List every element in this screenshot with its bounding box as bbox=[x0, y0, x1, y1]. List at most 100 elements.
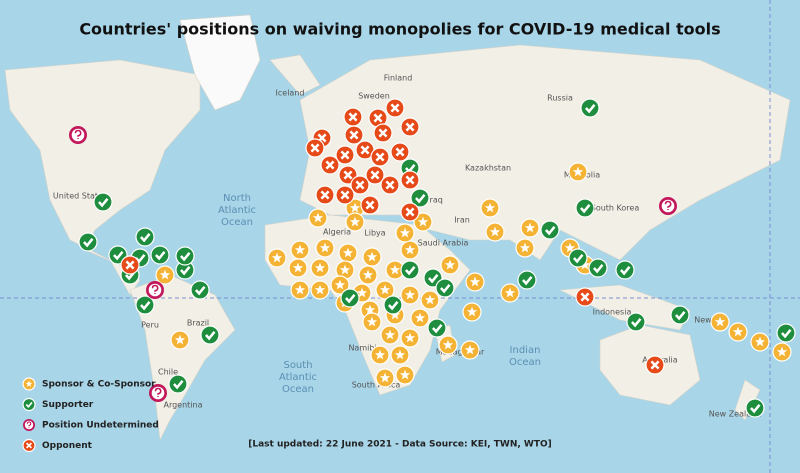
icon-check bbox=[631, 318, 642, 328]
marker-opponent bbox=[390, 142, 410, 162]
icon-star bbox=[349, 216, 361, 227]
marker-circle bbox=[580, 98, 600, 118]
icon-x bbox=[378, 128, 388, 138]
icon-star bbox=[319, 242, 331, 253]
icon-star bbox=[374, 349, 386, 360]
marker-undetermined bbox=[68, 125, 87, 144]
icon-star bbox=[754, 336, 766, 347]
marker-supporter bbox=[580, 98, 600, 118]
marker-sponsor bbox=[380, 325, 400, 345]
icon-check bbox=[205, 331, 216, 341]
marker-supporter bbox=[410, 188, 430, 208]
icon-check bbox=[140, 301, 151, 311]
icon-question bbox=[151, 284, 159, 295]
icon-check bbox=[675, 311, 686, 321]
ocean-label: South bbox=[283, 360, 312, 371]
marker-sponsor bbox=[710, 312, 730, 332]
icon-check bbox=[98, 198, 109, 208]
marker-circle bbox=[340, 288, 360, 308]
marker-sponsor bbox=[395, 223, 415, 243]
icon-star bbox=[417, 216, 429, 227]
icon-check bbox=[545, 226, 556, 236]
icon-star bbox=[489, 226, 501, 237]
icon-x bbox=[355, 180, 365, 190]
icon-x bbox=[405, 207, 415, 217]
icon-x bbox=[348, 112, 358, 122]
marker-supporter bbox=[383, 295, 403, 315]
marker-supporter bbox=[745, 398, 765, 418]
marker-opponent bbox=[373, 123, 393, 143]
icon-x bbox=[26, 442, 32, 449]
marker-supporter bbox=[93, 192, 113, 212]
place-label: New Zealand bbox=[709, 410, 762, 419]
marker-supporter bbox=[575, 198, 595, 218]
marker-supporter bbox=[776, 323, 796, 343]
marker-sponsor bbox=[440, 255, 460, 275]
icon-star bbox=[25, 380, 33, 387]
legend-label: Position Undetermined bbox=[42, 421, 159, 431]
icon-check bbox=[140, 233, 151, 243]
icon-x bbox=[310, 143, 320, 153]
icon-check bbox=[345, 294, 356, 304]
marker-opponent bbox=[335, 185, 355, 205]
marker-circle bbox=[427, 318, 447, 338]
marker-circle bbox=[435, 278, 455, 298]
marker-opponent bbox=[380, 175, 400, 195]
icon-check bbox=[440, 284, 451, 294]
place-label: Argentina bbox=[163, 401, 202, 410]
icon-star bbox=[349, 202, 361, 213]
marker-opponent bbox=[385, 98, 405, 118]
marker-supporter bbox=[200, 325, 220, 345]
place-label: Peru bbox=[141, 321, 159, 330]
marker-circle bbox=[658, 197, 677, 216]
icon-star bbox=[464, 344, 476, 355]
marker-sponsor bbox=[750, 332, 770, 352]
marker-circle bbox=[575, 198, 595, 218]
marker-sponsor bbox=[520, 218, 540, 238]
marker-circle bbox=[615, 260, 635, 280]
icon-check bbox=[195, 286, 206, 296]
place-label: Brazil bbox=[187, 319, 209, 328]
place-label: Sweden bbox=[358, 92, 390, 101]
marker-sponsor bbox=[420, 290, 440, 310]
ocean-label: Ocean bbox=[282, 384, 314, 395]
marker-circle bbox=[400, 260, 420, 280]
icon-x bbox=[370, 170, 380, 180]
marker-sponsor bbox=[395, 365, 415, 385]
icon-x bbox=[325, 160, 335, 170]
icon-star bbox=[469, 276, 481, 287]
marker-supporter bbox=[78, 232, 98, 252]
icon-check bbox=[83, 238, 94, 248]
marker-opponent bbox=[365, 165, 385, 185]
icon-star bbox=[271, 252, 283, 263]
legend-label: Sponsor & Co-Sponsor bbox=[42, 380, 156, 390]
icon-star bbox=[389, 264, 401, 275]
marker-sponsor bbox=[288, 258, 308, 278]
marker-circle bbox=[383, 295, 403, 315]
icon-star bbox=[414, 312, 426, 323]
icon-star bbox=[404, 244, 416, 255]
icon-star bbox=[519, 242, 531, 253]
place-label: Saudi Arabia bbox=[418, 239, 469, 248]
icon-x bbox=[340, 150, 350, 160]
icon-star bbox=[366, 251, 378, 262]
marker-sponsor bbox=[460, 340, 480, 360]
marker-sponsor bbox=[358, 265, 378, 285]
icon-star bbox=[356, 287, 368, 298]
marker-sponsor bbox=[400, 328, 420, 348]
marker-sponsor bbox=[568, 162, 588, 182]
marker-circle bbox=[146, 281, 165, 300]
icon-x bbox=[385, 180, 395, 190]
icon-star bbox=[366, 316, 378, 327]
place-label: Iceland bbox=[276, 89, 305, 98]
icon-x bbox=[349, 130, 359, 140]
marker-sponsor bbox=[772, 342, 792, 362]
marker-opponent bbox=[335, 145, 355, 165]
marker-sponsor bbox=[438, 335, 458, 355]
icon-x bbox=[650, 360, 660, 370]
marker-supporter bbox=[670, 305, 690, 325]
marker-sponsor bbox=[338, 243, 358, 263]
icon-star bbox=[342, 247, 354, 258]
icon-x bbox=[580, 292, 590, 302]
